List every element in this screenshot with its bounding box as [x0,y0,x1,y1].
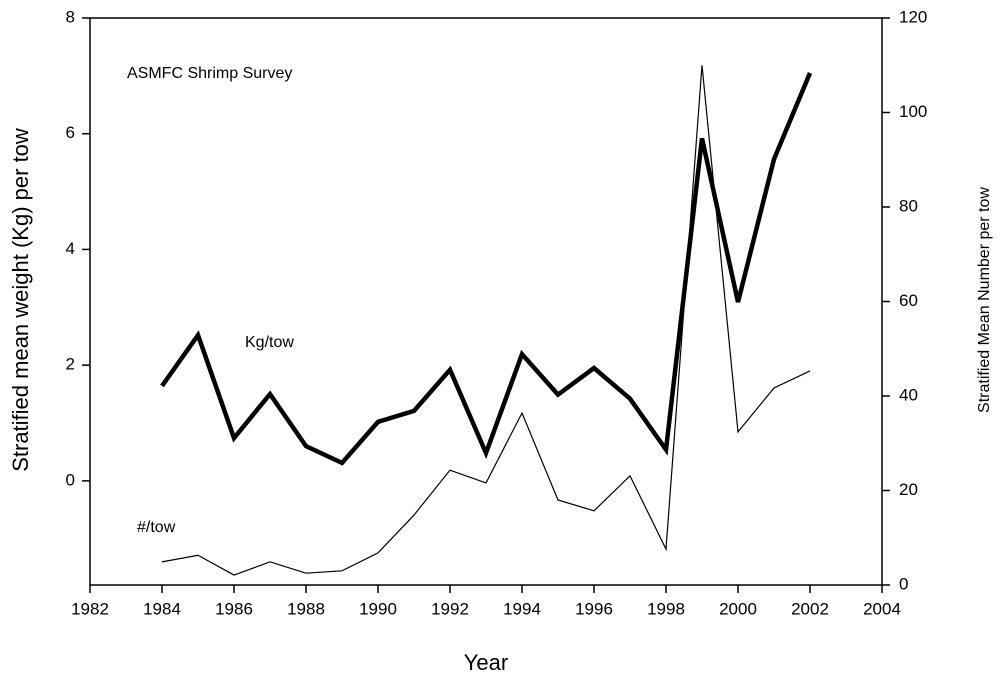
x-tick-label: 1998 [647,599,685,618]
x-axis-title: Year [464,650,508,675]
y-tick-label: 6 [66,123,75,142]
y2-tick-label: 80 [899,196,918,215]
x-tick-label: 2000 [719,599,757,618]
annotation: ASMFC Shrimp Survey [127,65,292,82]
y2-tick-label: 40 [899,385,918,404]
y-tick-label: 8 [66,7,75,26]
x-tick-label: 1990 [359,599,397,618]
series-label: #/tow [137,519,176,536]
x-tick-label: 2002 [791,599,829,618]
x-tick-label: 1988 [287,599,325,618]
y-axis-title: Stratified mean weight (Kg) per tow [8,128,33,472]
y-tick-label: 4 [66,239,75,258]
x-tick-label: 1996 [575,599,613,618]
series-line [161,65,811,576]
series-line [160,72,813,466]
y2-tick-label: 0 [899,574,908,593]
x-tick-label: 1994 [503,599,541,618]
y2-tick-label: 60 [899,291,918,310]
y-tick-label: 0 [66,470,75,489]
plot-frame [89,17,883,586]
y2-tick-label: 100 [899,102,927,121]
y2-axis-title: Stratified Mean Number per tow [976,187,993,413]
y-tick-label: 2 [66,355,75,374]
y2-tick-label: 120 [899,7,927,26]
x-tick-label: 1986 [215,599,253,618]
x-tick-label: 1992 [431,599,469,618]
x-tick-label: 1982 [71,599,109,618]
x-tick-label: 2004 [863,599,901,618]
series-label: Kg/tow [245,334,294,351]
x-tick-label: 1984 [143,599,181,618]
y2-tick-label: 20 [899,480,918,499]
